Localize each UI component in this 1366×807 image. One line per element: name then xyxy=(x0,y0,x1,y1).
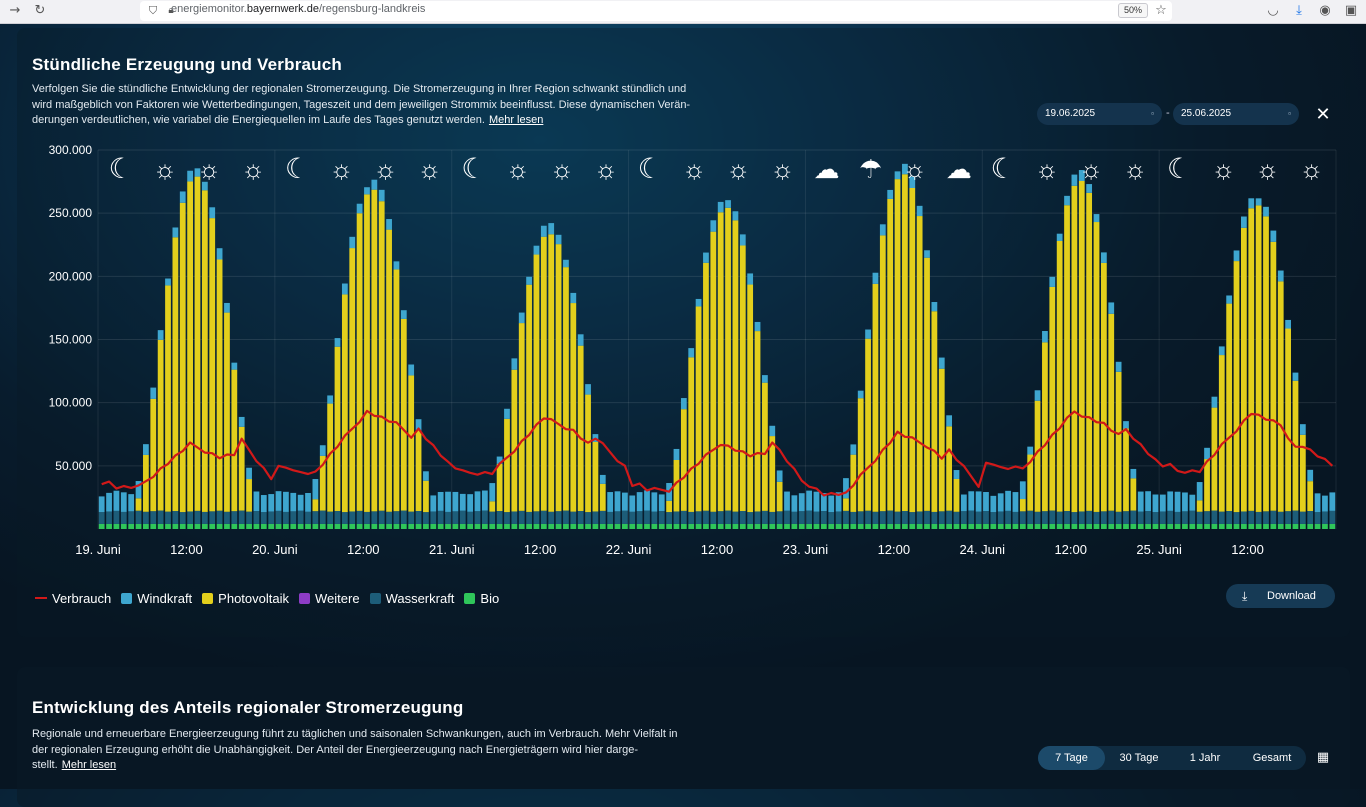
url-text[interactable]: energiemonitor.bayernwerk.de/regensburg-… xyxy=(171,3,426,15)
extensions-icon[interactable]: ▣ xyxy=(1344,3,1358,18)
description-line: stellt. xyxy=(32,759,58,771)
download-icon: ⤓ xyxy=(1242,589,1248,603)
weitere-swatch xyxy=(299,592,310,604)
download-button[interactable]: ⤓ Download xyxy=(1226,584,1335,608)
reload-icon[interactable]: ↻ xyxy=(34,3,46,18)
tab-7-tage[interactable]: 7 Tage xyxy=(1038,746,1105,770)
read-more-link[interactable]: Mehr lesen xyxy=(61,759,117,771)
section-title: Stündliche Erzeugung und Verbrauch xyxy=(32,55,342,74)
download-icon[interactable]: ⤓ xyxy=(1296,3,1302,18)
tab-1-jahr[interactable]: 1 Jahr xyxy=(1189,752,1221,764)
date-from-field[interactable]: 19.06.2025 ▫ xyxy=(1037,103,1162,125)
windkraft-swatch xyxy=(121,592,133,604)
legend-item-photovoltaik[interactable]: Photovoltaik xyxy=(202,591,289,606)
description-line: Verfolgen Sie die stündliche Entwicklung… xyxy=(32,83,687,95)
calendar-icon[interactable]: ▫ xyxy=(1288,109,1291,118)
wasserkraft-swatch xyxy=(369,592,381,604)
browser-toolbar: → ↻ ⛉ 🔒︎ energiemonitor.bayernwerk.de/re… xyxy=(0,0,1366,24)
back-icon[interactable]: → xyxy=(9,3,21,18)
legend-item-bio[interactable]: Bio xyxy=(464,591,499,606)
date-to-field[interactable]: 25.06.2025 ▫ xyxy=(1173,103,1299,125)
close-icon[interactable]: ✕ xyxy=(1315,104,1331,125)
calendar-icon[interactable]: ▦ xyxy=(1316,750,1330,765)
legend-label: Photovoltaik xyxy=(218,590,289,606)
legend-label: Weitere xyxy=(315,590,360,606)
account-icon[interactable]: ◉ xyxy=(1319,3,1331,18)
bio-swatch xyxy=(464,592,476,604)
url-bar[interactable]: ⛉ 🔒︎ xyxy=(140,1,1172,21)
legend-item-windkraft[interactable]: Windkraft xyxy=(121,591,192,606)
share-development-card xyxy=(17,667,1350,807)
read-more-link[interactable]: Mehr lesen xyxy=(488,114,544,126)
legend-item-verbrauch[interactable]: Verbrauch xyxy=(35,591,111,606)
date-to-value: 25.06.2025 xyxy=(1181,108,1232,119)
description-line: Regionale und erneuerbare Energieerzeugu… xyxy=(32,728,678,740)
download-label: Download xyxy=(1267,590,1316,602)
pocket-icon[interactable]: ◡ xyxy=(1267,3,1279,18)
date-from-value: 19.06.2025 xyxy=(1045,108,1096,119)
verbrauch-line-swatch xyxy=(35,597,47,599)
legend-label: Wasserkraft xyxy=(385,590,455,606)
section-title: Entwicklung des Anteils regionaler Strom… xyxy=(32,698,464,717)
section-description: Regionale und erneuerbare Energieerzeugu… xyxy=(32,727,722,774)
chart-legend: Verbrauch Windkraft Photovoltaik Weitere… xyxy=(35,590,509,606)
hourly-chart-card xyxy=(17,28,1350,637)
calendar-icon[interactable]: ▫ xyxy=(1151,109,1154,118)
legend-label: Verbrauch xyxy=(52,590,112,606)
shield-icon[interactable]: ⛉ xyxy=(148,4,158,17)
legend-label: Windkraft xyxy=(137,590,193,606)
photovoltaik-swatch xyxy=(202,592,214,604)
legend-item-wasserkraft[interactable]: Wasserkraft xyxy=(369,590,455,606)
date-separator: - xyxy=(1166,107,1170,119)
tab-30-tage[interactable]: 30 Tage xyxy=(1119,752,1159,764)
description-line: wird maßgeblich von Faktoren wie Wetterb… xyxy=(32,98,691,111)
lock-icon[interactable]: 🔒︎ xyxy=(168,5,174,16)
zoom-level[interactable]: 50% xyxy=(1118,3,1149,18)
description-line: derungen verdeutlichen, wie variabel die… xyxy=(32,114,485,126)
section-description: Verfolgen Sie die stündliche Entwicklung… xyxy=(32,82,732,129)
tab-gesamt[interactable]: Gesamt xyxy=(1252,752,1292,764)
bookmark-star-icon[interactable]: ☆ xyxy=(1155,3,1167,18)
description-line: der regionalen Erzeugung erhöht die Unab… xyxy=(32,743,638,756)
legend-item-weitere[interactable]: Weitere xyxy=(299,591,360,606)
period-tabs: 7 Tage 30 Tage 1 Jahr Gesamt xyxy=(1038,746,1306,770)
legend-label: Bio xyxy=(480,590,500,606)
